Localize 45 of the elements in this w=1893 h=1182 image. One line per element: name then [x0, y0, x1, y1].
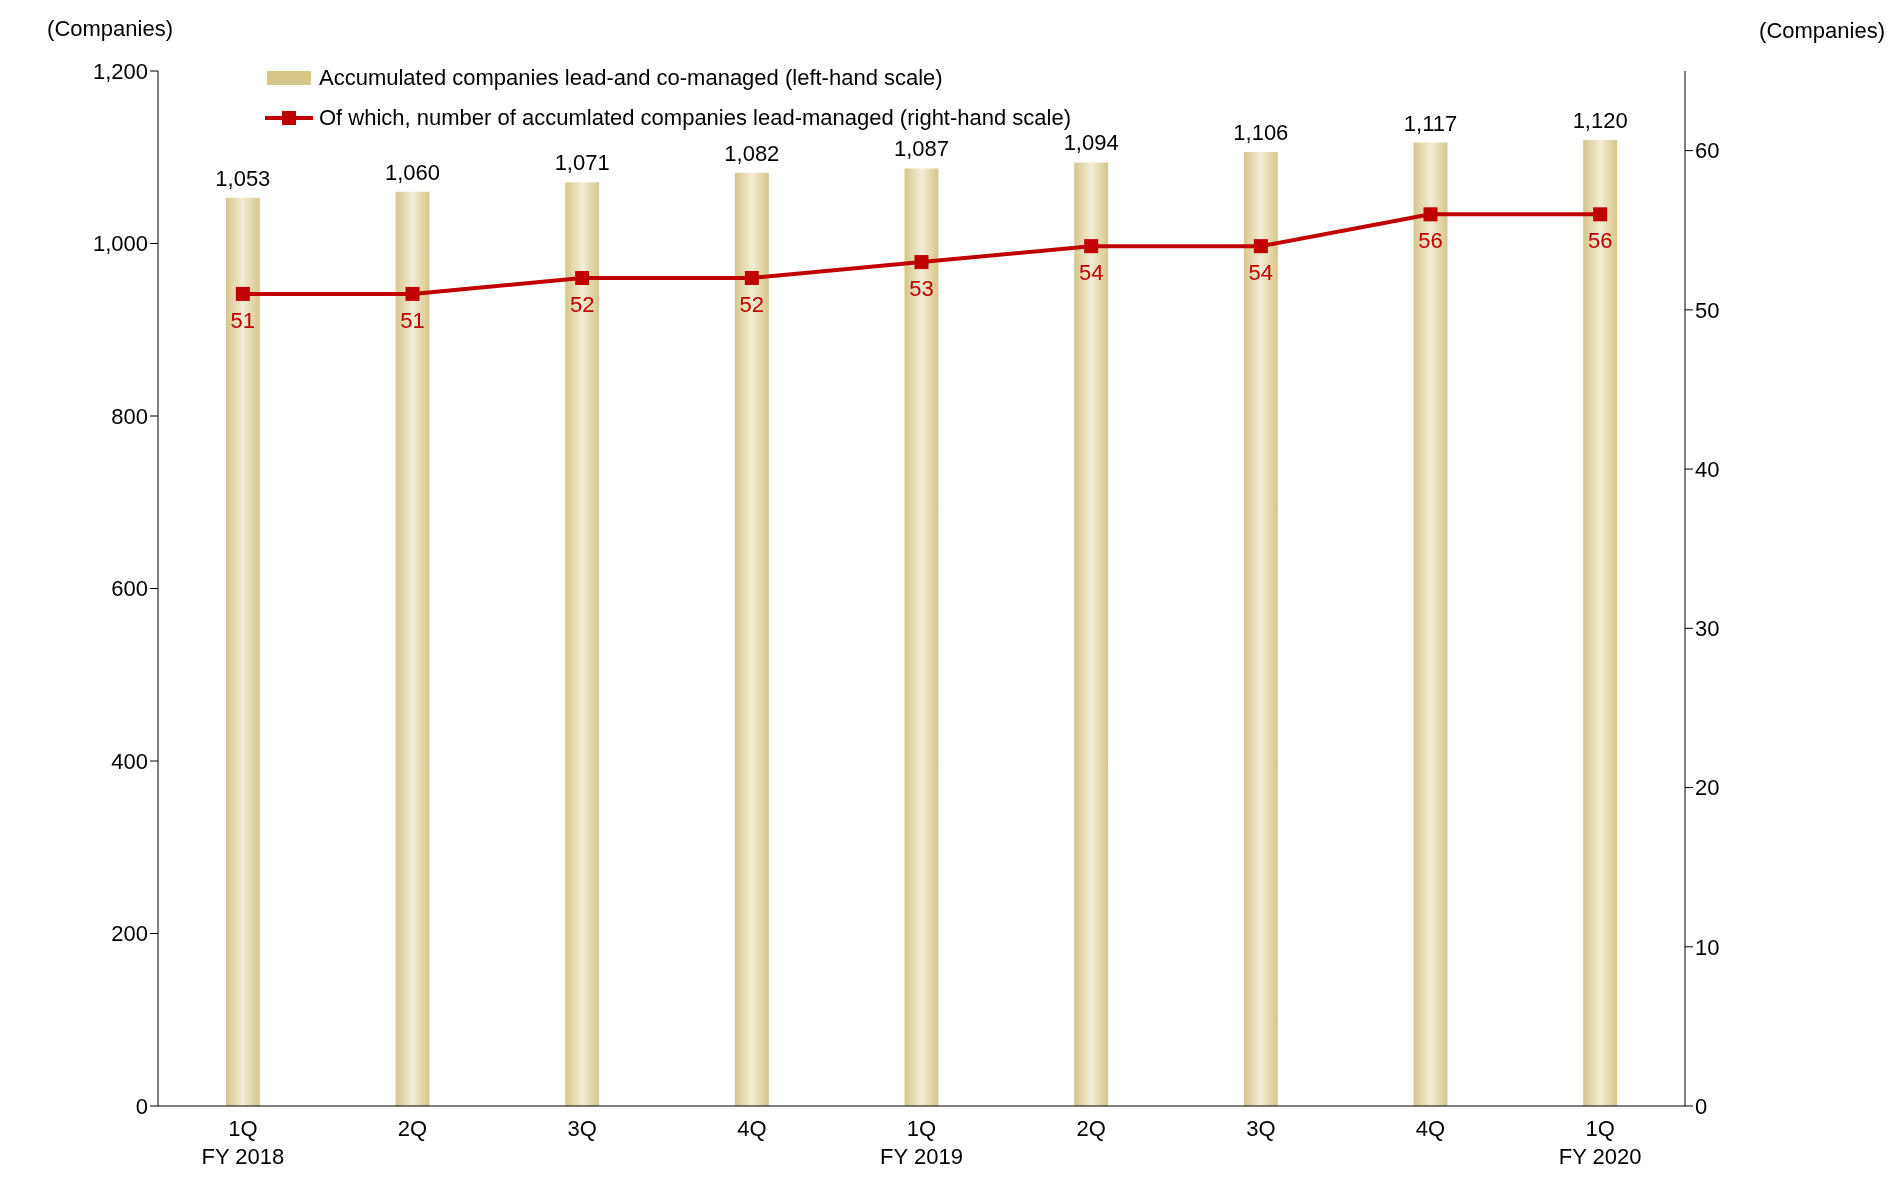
- x-tick-label: 3Q: [1246, 1116, 1276, 1141]
- y2-tick-label: 0: [1695, 1093, 1708, 1119]
- legend-label: Of which, number of accumlated companies lead-managed (right-hand scale): [319, 105, 1072, 131]
- y-tick-label: 400: [111, 748, 148, 774]
- data-label: 51: [230, 307, 256, 333]
- y2-tick-label: 60: [1695, 138, 1720, 164]
- y-axis-title: (Companies): [47, 16, 173, 42]
- x-tick-label: 4Q: [737, 1116, 767, 1141]
- data-label: 1,071: [554, 150, 610, 176]
- y-tick-label: 1,200: [92, 58, 148, 84]
- data-label: 1,087: [893, 136, 950, 162]
- y2-tick-label: 30: [1695, 616, 1720, 642]
- y2-tick-label: 20: [1695, 775, 1720, 801]
- y-tick-label: 800: [111, 403, 148, 429]
- data-label: 1,053: [215, 165, 271, 191]
- x-tick-label: 1Q FY 2020: [1558, 1116, 1642, 1169]
- y-tick-label: 200: [111, 921, 148, 947]
- data-label: 52: [569, 291, 595, 317]
- data-label: 56: [1418, 227, 1443, 253]
- data-label: 1,094: [1063, 130, 1119, 156]
- y-tick-label: 0: [135, 1093, 148, 1119]
- x-tick-label: 2Q: [397, 1116, 428, 1141]
- data-label: 52: [739, 291, 765, 317]
- data-label: 1,082: [724, 140, 780, 166]
- y2-tick-label: 10: [1695, 934, 1720, 960]
- y2-axis-title: (Companies): [1759, 18, 1885, 44]
- data-label: 1,117: [1403, 110, 1458, 136]
- data-label: 54: [1078, 259, 1104, 285]
- y-tick-label: 1,000: [92, 231, 148, 257]
- data-label: 51: [400, 307, 425, 333]
- y2-tick-label: 40: [1695, 456, 1720, 482]
- x-tick-label: 1Q FY 2018: [201, 1116, 285, 1169]
- data-label: 54: [1248, 259, 1274, 285]
- data-label: 53: [909, 275, 934, 301]
- data-label: 1,106: [1233, 120, 1289, 146]
- y2-tick-label: 50: [1695, 297, 1720, 323]
- x-tick-label: 3Q: [567, 1116, 597, 1141]
- x-tick-label: 2Q: [1076, 1116, 1106, 1141]
- data-label: 56: [1587, 227, 1613, 253]
- y-tick-label: 600: [111, 576, 148, 602]
- x-tick-label: 4Q: [1415, 1116, 1446, 1141]
- x-tick-label: 1Q FY 2019: [880, 1116, 963, 1169]
- data-label: 1,120: [1572, 108, 1628, 133]
- legend-label: Accumulated companies lead-and co-managed (left-hand scale): [319, 65, 943, 91]
- data-label: 1,060: [384, 159, 441, 185]
